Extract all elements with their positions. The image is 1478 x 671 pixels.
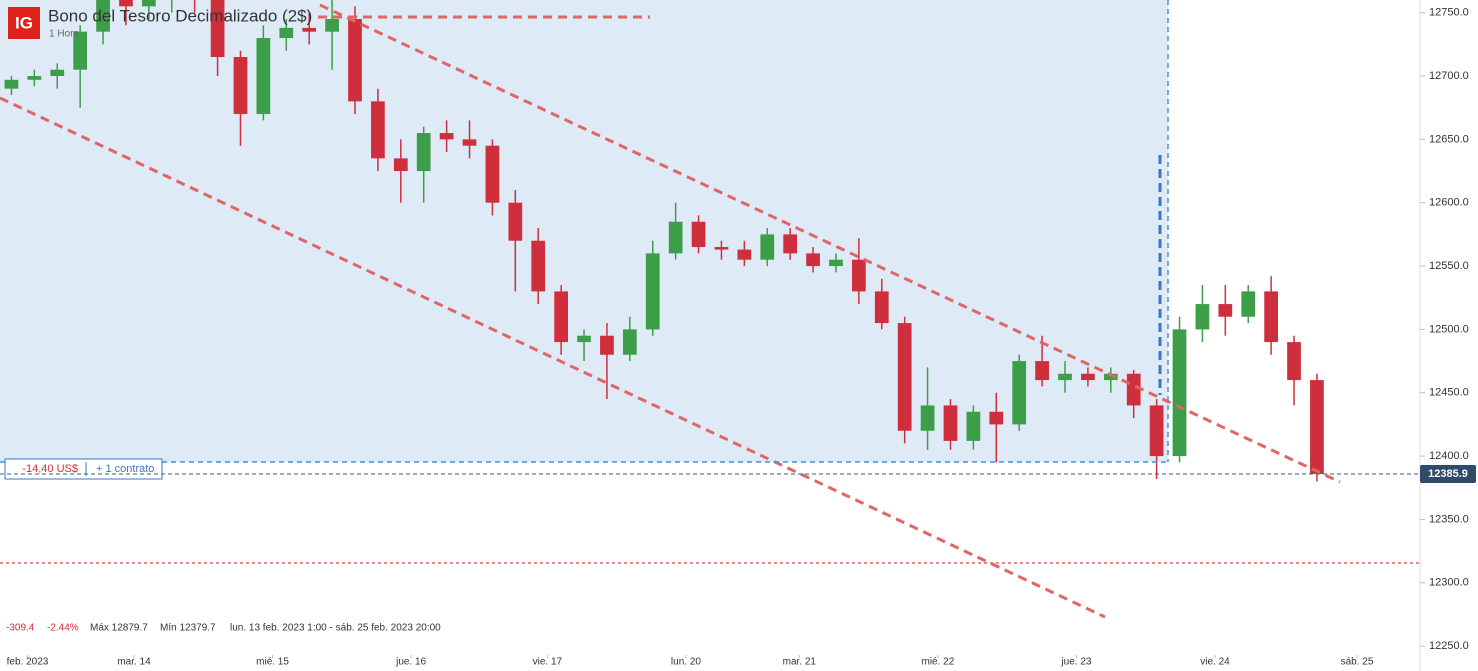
position-pnl: -14,40 US$ xyxy=(22,463,78,475)
candle-body xyxy=(1058,373,1072,381)
candle-body xyxy=(989,411,1004,425)
trend-line xyxy=(319,3,1341,484)
footer-range: lun. 13 feb. 2023 1:00 - sáb. 25 feb. 20… xyxy=(230,623,441,634)
candle-body xyxy=(1172,329,1187,457)
x-tick-label: jue. 23 xyxy=(1060,657,1091,668)
candle-body xyxy=(1012,361,1027,425)
y-tick-label: 12750.0 xyxy=(1429,7,1469,19)
grid xyxy=(26,0,1425,671)
candle-body xyxy=(485,145,500,203)
x-tick-label: sáb. 25 xyxy=(1341,657,1374,668)
candle-body xyxy=(1218,304,1233,317)
candle-body xyxy=(1126,373,1141,406)
candle-body xyxy=(806,253,820,267)
candle-body xyxy=(4,79,19,89)
x-tick-label: mié. 22 xyxy=(921,657,954,668)
candle-body xyxy=(668,221,683,254)
candle-body xyxy=(325,19,339,32)
candle-body xyxy=(645,253,660,330)
x-tick-label: vie. 17 xyxy=(533,657,563,668)
candle-body xyxy=(829,259,843,267)
candle-body xyxy=(554,291,568,343)
candle-body xyxy=(371,101,385,159)
candle-body xyxy=(783,234,798,254)
footer-high: Máx 12879.7 xyxy=(90,623,148,634)
candle-body xyxy=(508,202,523,241)
candle-body xyxy=(348,19,362,102)
candle-body xyxy=(279,27,294,39)
x-tick-label: lun. 20 xyxy=(671,657,701,668)
candle-body xyxy=(737,249,752,260)
y-tick-label: 12300.0 xyxy=(1429,577,1469,589)
footer-low: Mín 12379.7 xyxy=(160,623,216,634)
candle-body xyxy=(1241,291,1256,317)
x-tick-label: jue. 16 xyxy=(395,657,426,668)
candle-body xyxy=(852,259,866,292)
candle-body xyxy=(531,240,546,292)
candles xyxy=(4,0,1324,482)
candle-body xyxy=(1310,380,1324,474)
candle-body xyxy=(439,133,454,140)
x-tick-label: vie. 24 xyxy=(1200,657,1230,668)
candle-body xyxy=(393,158,408,172)
footer-change-pct: -2.44% xyxy=(47,623,79,634)
logo xyxy=(8,7,40,39)
candle-body xyxy=(256,38,271,115)
candle-body xyxy=(1035,361,1049,381)
footer-change: -309.4 xyxy=(6,623,35,634)
y-tick-label: 12550.0 xyxy=(1429,260,1469,272)
y-tick-label: 12350.0 xyxy=(1429,513,1469,525)
candle-body xyxy=(920,405,935,431)
candle-body xyxy=(1149,405,1164,457)
candle-body xyxy=(1264,291,1278,343)
chart-title: Bono del Tesoro Decimalizado (2$) xyxy=(48,6,312,25)
y-tick-label: 12250.0 xyxy=(1429,640,1469,652)
y-tick-label: 12650.0 xyxy=(1429,133,1469,145)
position-size: + 1 contrato xyxy=(96,463,154,475)
candle-body xyxy=(691,221,706,248)
candle-body xyxy=(462,139,477,146)
candle-body xyxy=(142,0,156,7)
candle-body xyxy=(210,0,225,58)
candle-body xyxy=(96,0,110,32)
price-label-box xyxy=(1420,464,1476,483)
candle-body xyxy=(760,234,775,260)
y-tick-label: 12500.0 xyxy=(1429,323,1469,335)
candle-body xyxy=(416,133,431,172)
candle-body xyxy=(600,335,614,355)
candle-body xyxy=(622,329,637,355)
y-tick-label: 12450.0 xyxy=(1429,387,1469,399)
logo-text: IG xyxy=(15,13,33,32)
x-tick-label: feb. 2023 xyxy=(7,657,49,668)
candle-body xyxy=(73,31,88,70)
candle-body xyxy=(119,0,133,7)
candle-body xyxy=(966,411,981,441)
candle-body xyxy=(302,27,317,32)
candle-body xyxy=(27,76,42,80)
candle-body xyxy=(874,291,889,324)
x-tick-label: mié. 15 xyxy=(256,657,289,668)
candle-body xyxy=(50,69,65,77)
candle-body xyxy=(577,335,591,343)
candle-body xyxy=(943,405,958,441)
candle-body xyxy=(1287,342,1301,381)
candle-body xyxy=(1103,373,1118,381)
candle-body xyxy=(714,247,729,250)
candle-body xyxy=(1195,304,1210,330)
x-tick-label: mar. 21 xyxy=(783,657,817,668)
x-tick-label: mar. 14 xyxy=(117,657,151,668)
trend-line xyxy=(0,96,1106,619)
candle-body xyxy=(1081,373,1095,381)
position-area xyxy=(0,0,1168,462)
price-label: 12385.9 xyxy=(1428,468,1468,480)
y-tick-label: 12600.0 xyxy=(1429,197,1469,209)
interval: 1 Hora xyxy=(49,29,79,40)
candle-body xyxy=(897,323,912,431)
y-tick-label: 12400.0 xyxy=(1429,450,1469,462)
candle-body xyxy=(233,57,248,115)
y-tick-label: 12700.0 xyxy=(1429,70,1469,82)
